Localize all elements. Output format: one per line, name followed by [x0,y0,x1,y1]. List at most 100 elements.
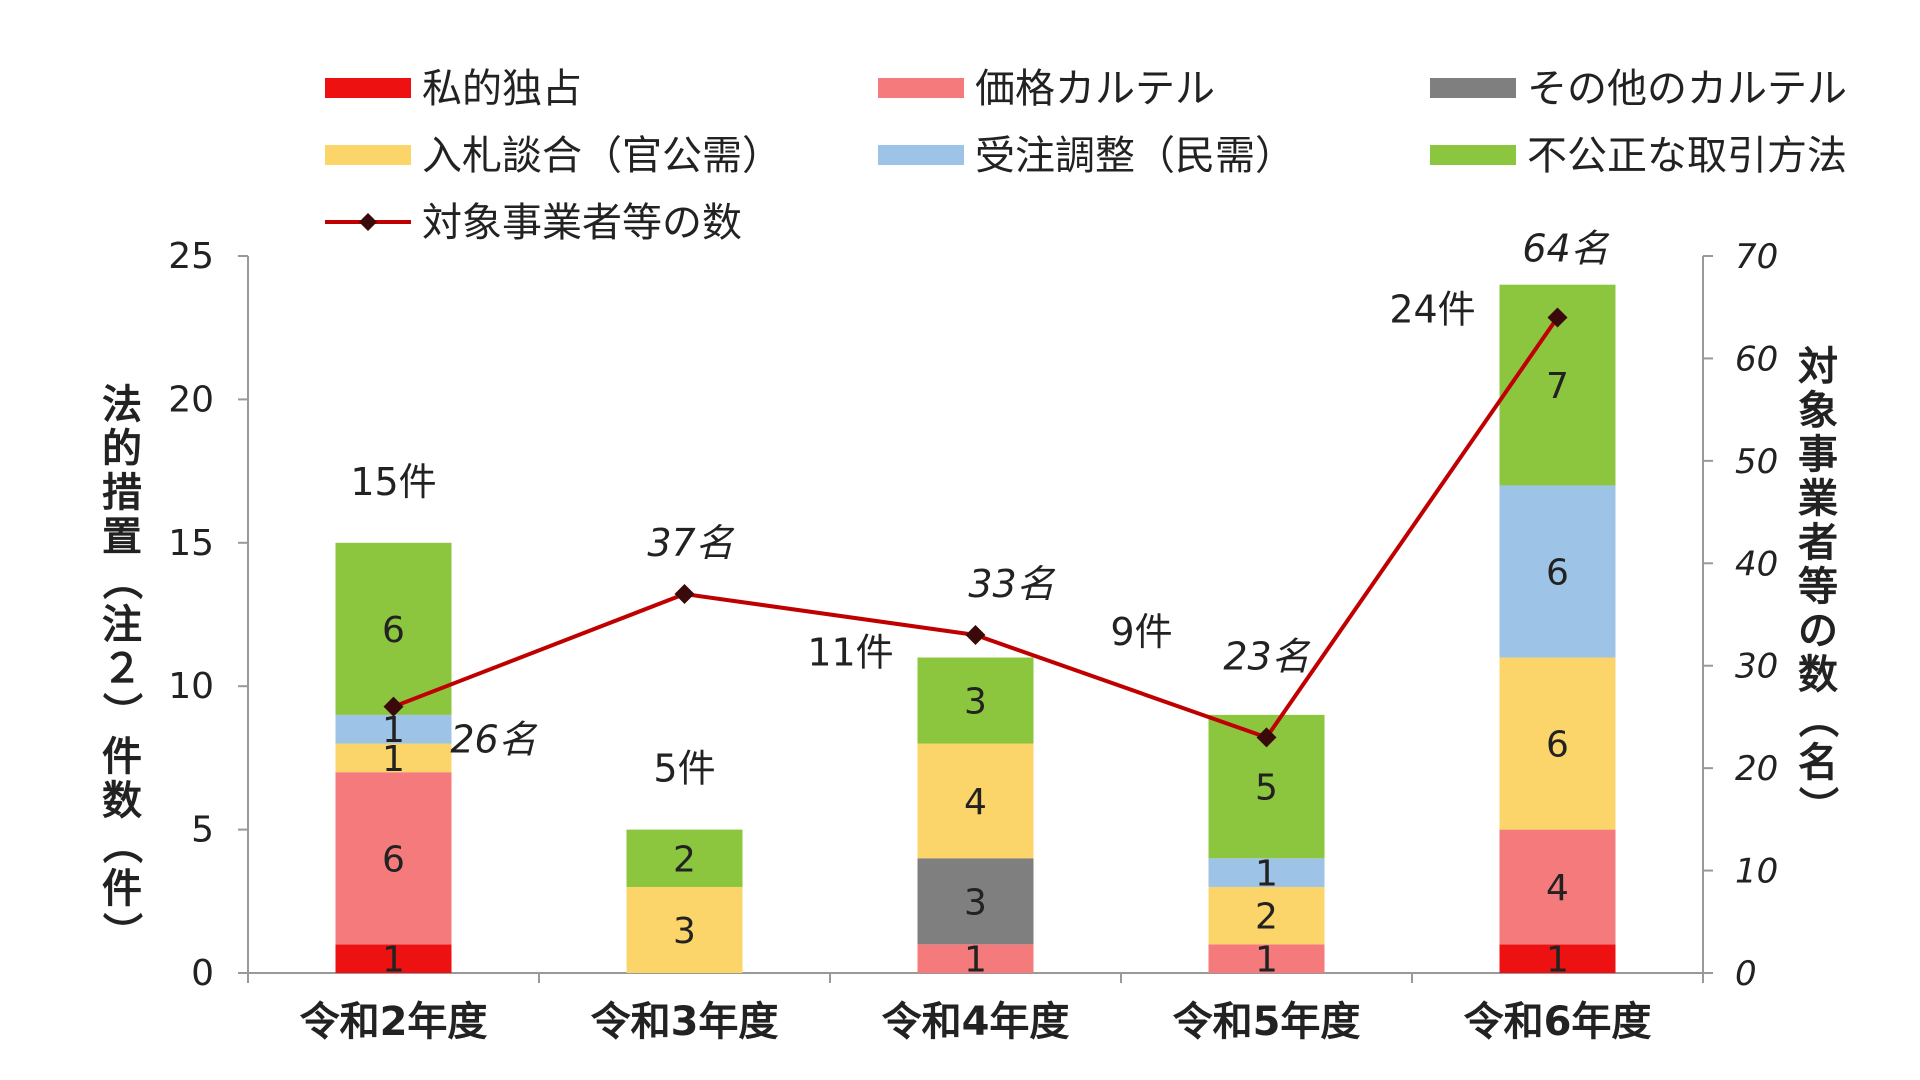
bar-segment [917,743,1034,859]
y-tick-label-right: 60 [1735,339,1778,379]
y-tick-label-right: 0 [1735,954,1757,994]
legend-label: 対象事業者等の数 [422,200,742,246]
bar-segment-label: 1 [382,710,405,751]
line-series-label: 23名 [1223,634,1310,678]
y-tick-label-right: 40 [1735,544,1778,584]
bar-segment [335,714,452,744]
x-tick-label: 令和5年度 [1173,999,1361,1045]
bar-segment [917,657,1034,744]
bar-segment [335,743,452,773]
bar-segment [626,829,743,887]
y-tick-label-left: 10 [168,666,214,707]
bar-segment-label: 3 [964,682,987,723]
line-series-marker [383,696,404,717]
bar-segment-label: 2 [673,839,696,880]
bar-segment [1499,657,1616,830]
y-tick-label-left: 15 [168,523,214,564]
bar-total-label: 5件 [653,747,715,791]
bar-segment-label: 1 [382,739,405,780]
y-axis-title-left-char: 件 [102,734,142,780]
bar-total-label: 24件 [1389,288,1475,332]
bar-segment-label: 3 [964,882,987,923]
line-series-marker [1547,307,1568,328]
bar-segment [626,886,743,973]
line-series-label: 64名 [1522,226,1609,270]
y-axis-title-right-char: 数 [1798,652,1838,698]
legend-label: 価格カルテル [975,66,1215,112]
y-axis-title-left-char: 措 [102,470,142,516]
y-axis-title-right-char: ） [1794,786,1840,826]
line-series-label: 26名 [450,718,537,762]
legend-swatch [325,145,411,165]
line-series-label: 33名 [968,562,1055,606]
bar-total-label: 11件 [807,631,893,675]
bar-total-label: 15件 [350,460,436,504]
x-tick-label: 令和6年度 [1464,999,1652,1045]
legend-swatch [1430,78,1516,98]
bar-segment [917,858,1034,945]
y-axis-title-left-char: ） [98,912,144,952]
y-axis-title-left-char: （ [98,824,144,864]
bar-total-label: 9件 [1110,610,1172,654]
bar-segment-label: 1 [382,940,405,981]
y-axis-title-left-char: 的 [102,426,142,472]
y-axis-title-left-char: ） [98,692,144,732]
bar-segment [1499,485,1616,658]
legend-label: 入札談合（官公需） [422,133,782,179]
line-series-label: 37名 [647,521,734,565]
y-tick-label-left: 25 [168,236,214,277]
y-axis-title-left-char: （ [98,560,144,600]
y-axis-title-right-char: （ [1794,698,1840,738]
y-axis-title-left-char: 数 [102,778,142,824]
bar-segment-label: 4 [1546,868,1569,909]
x-tick-label: 令和4年度 [882,999,1070,1045]
bar-segment [335,542,452,715]
bar-segment-label: 6 [1546,725,1569,766]
y-axis-title-left-char: 法 [102,382,142,428]
bar-segment [917,944,1034,973]
legend-label: 私的独占 [422,66,582,112]
y-axis-title-left-char: 注 [102,602,142,648]
bar-segment-label: 7 [1546,366,1569,407]
y-tick-label-right: 70 [1735,237,1778,277]
legend-swatch [878,145,964,165]
y-axis-title-right-char: 業 [1798,476,1838,522]
y-axis-title-left-char: ２ [102,646,142,692]
y-axis-title-left-char: 置 [102,514,142,560]
line-series-marker [965,624,986,645]
bar-segment-label: 1 [1546,940,1569,981]
bar-segment-label: 6 [382,839,405,880]
bar-segment-label: 6 [382,610,405,651]
y-tick-label-left: 20 [168,379,214,420]
bar-segment-label: 1 [1255,940,1278,981]
y-axis-title-left-char: 件 [102,866,142,912]
legend-swatch [1430,145,1516,165]
y-axis-title-right-char: 等 [1798,564,1838,610]
bar-segment-label: 4 [964,782,987,823]
legend-line-marker [359,213,377,231]
line-series-marker [1256,727,1277,748]
y-tick-label-left: 0 [191,953,214,994]
bar-segment-label: 5 [1255,768,1278,809]
x-tick-label: 令和3年度 [591,999,779,1045]
bar-segment-label: 3 [673,911,696,952]
y-tick-label-left: 5 [191,810,214,851]
y-axis-title-right-char: 象 [1798,388,1838,434]
y-tick-label-right: 30 [1735,647,1778,687]
line-series-marker [674,584,695,605]
bar-segment [1499,829,1616,945]
legend-swatch [878,78,964,98]
x-tick-label: 令和2年度 [300,999,488,1045]
bar-segment-label: 1 [964,940,987,981]
bar-segment-label: 2 [1255,897,1278,938]
y-axis-title-right-char: の [1798,608,1838,654]
legend-label: 不公正な取引方法 [1527,133,1847,179]
legend-swatch [325,78,411,98]
bar-segment [335,944,452,973]
y-axis-title-right-char: 名 [1798,740,1838,786]
bar-segment-label: 1 [1255,854,1278,895]
bar-segment [1208,886,1325,945]
legend-label: 受注調整（民需） [975,133,1295,179]
